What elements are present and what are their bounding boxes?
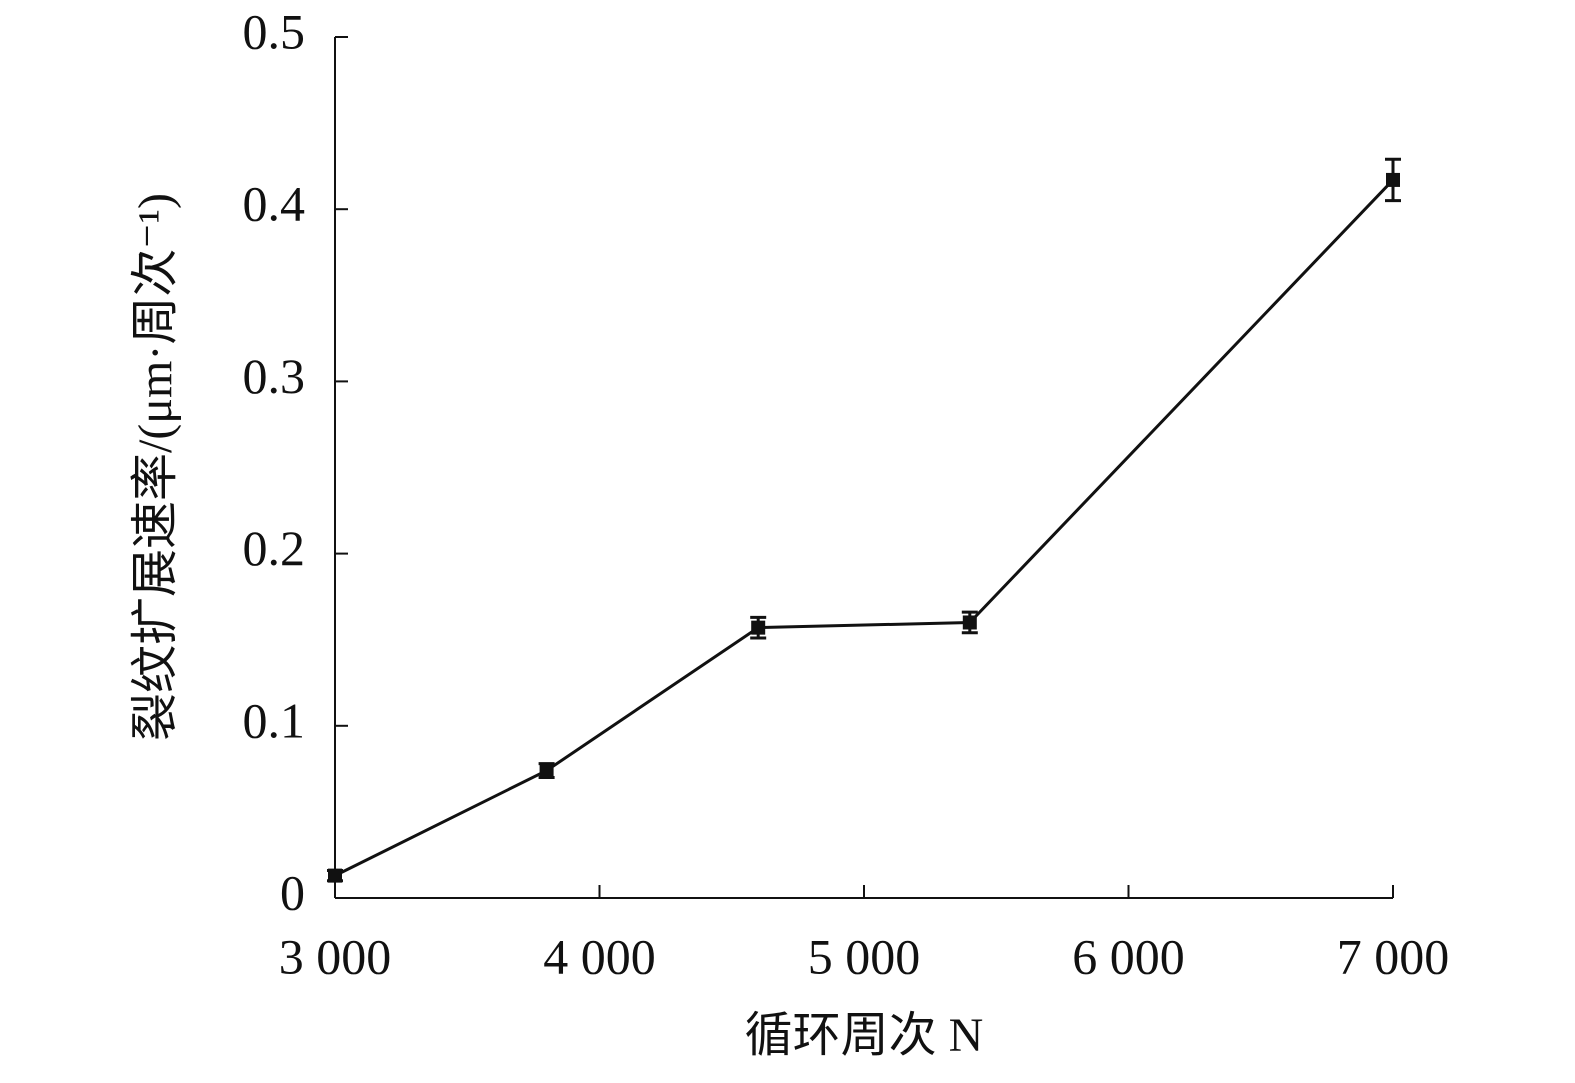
data-point — [751, 620, 766, 635]
y-tick-label: 0.5 — [243, 3, 306, 59]
y-axis-label: 裂纹扩展速率/(μm·周次⁻¹) — [129, 193, 182, 741]
x-tick-label: 4 000 — [543, 928, 656, 984]
x-tick-label: 3 000 — [279, 928, 392, 984]
x-axis-label: 循环周次 N — [745, 1009, 984, 1062]
y-tick-label: 0.2 — [243, 520, 306, 576]
x-tick-label: 5 000 — [808, 928, 921, 984]
data-point — [962, 615, 977, 630]
y-tick-label: 0.1 — [243, 692, 306, 748]
data-point — [1386, 172, 1400, 187]
x-tick-label: 6 000 — [1072, 928, 1185, 984]
x-tick-label: 7 000 — [1337, 928, 1450, 984]
y-tick-label: 0.3 — [243, 348, 306, 404]
data-point — [328, 868, 342, 883]
data-point — [539, 763, 554, 778]
y-tick-label: 0 — [280, 864, 305, 920]
y-tick-label: 0.4 — [243, 176, 306, 232]
data-line — [334, 178, 1395, 877]
